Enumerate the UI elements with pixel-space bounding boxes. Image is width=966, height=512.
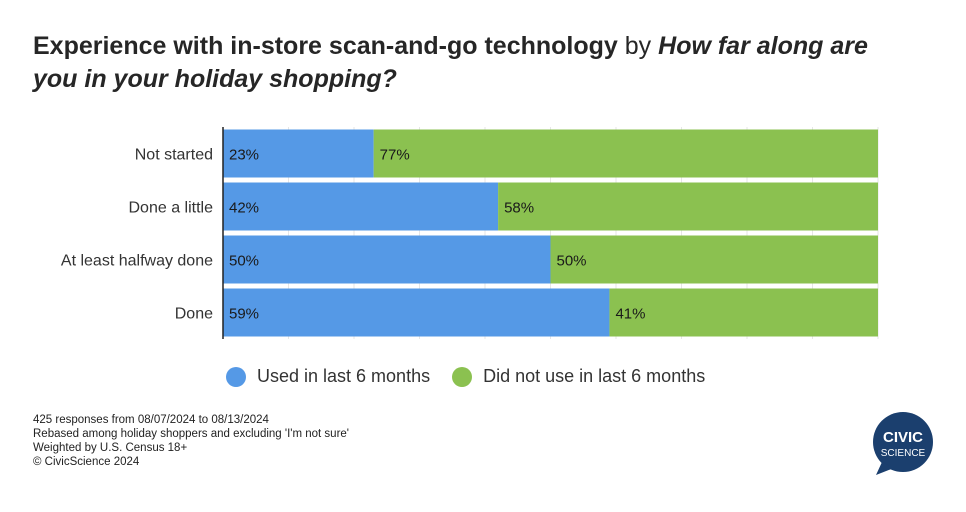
- data-label: 58%: [504, 200, 534, 217]
- logo-text-civic: CIVIC: [883, 429, 923, 446]
- title-question: How far along are you in your holiday sh…: [33, 32, 868, 93]
- logo-text-science: SCIENCE: [881, 448, 926, 459]
- data-label: 42%: [229, 200, 259, 217]
- data-label: 77%: [380, 147, 410, 164]
- category-label: Done: [175, 306, 213, 323]
- chart-legend: Used in last 6 months Did not use in las…: [226, 366, 727, 387]
- bar-did-not-use: [373, 129, 878, 178]
- legend-label-did-not-use: Did not use in last 6 months: [483, 366, 706, 386]
- bar-did-not-use: [498, 182, 878, 231]
- bar-used: [223, 288, 610, 337]
- bar-did-not-use: [609, 288, 878, 337]
- chart-title: Experience with in-store scan-and-go tec…: [33, 30, 913, 96]
- title-main: Experience with in-store scan-and-go tec…: [33, 32, 618, 60]
- footnotes: 425 responses from 08/07/2024 to 08/13/2…: [33, 413, 349, 469]
- title-connector: by: [624, 32, 652, 60]
- legend-swatch-used: [226, 366, 246, 387]
- footnote-copyright: © CivicScience 2024: [33, 456, 140, 468]
- legend-label-used: Used in last 6 months: [257, 366, 431, 386]
- logo-badge: [873, 412, 933, 472]
- legend-swatch-did-not-use: [452, 366, 473, 387]
- data-label: 59%: [229, 306, 259, 323]
- footnote-responses: 425 responses from 08/07/2024 to 08/13/2…: [33, 414, 269, 426]
- category-label: Done a little: [129, 200, 214, 217]
- category-label: Not started: [135, 147, 213, 164]
- data-label: 41%: [615, 306, 645, 323]
- footnote-rebased: Rebased among holiday shoppers and exclu…: [33, 428, 350, 440]
- data-label: 23%: [229, 147, 259, 164]
- logo-speech-tail: [876, 462, 894, 475]
- civicscience-logo: CIVIC SCIENCE: [873, 412, 933, 475]
- bar-used: [223, 235, 551, 284]
- footnote-weighted: Weighted by U.S. Census 18+: [33, 442, 188, 454]
- data-label: 50%: [557, 253, 587, 270]
- bar-used: [223, 129, 374, 178]
- data-label: 50%: [229, 253, 259, 270]
- bar-did-not-use: [550, 235, 878, 284]
- legend-item-did-not-use: Did not use in last 6 months: [452, 366, 705, 387]
- legend-item-used: Used in last 6 months: [226, 366, 430, 387]
- bar-used: [223, 182, 499, 231]
- category-label: At least halfway done: [61, 253, 213, 270]
